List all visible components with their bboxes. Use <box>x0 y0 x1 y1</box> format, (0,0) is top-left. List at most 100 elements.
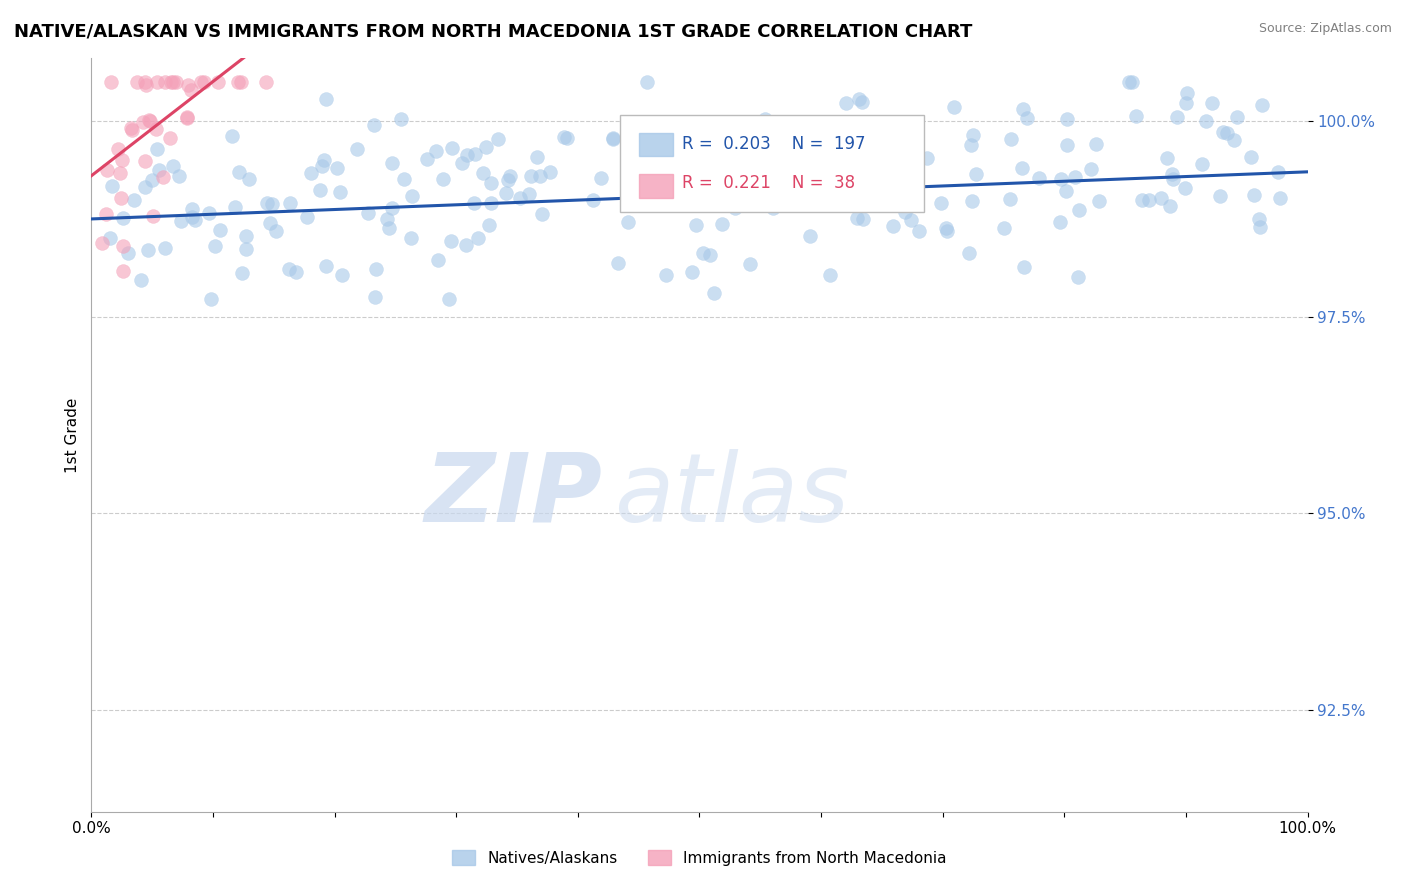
Point <box>153 241 176 255</box>
Point <box>200 292 222 306</box>
Point <box>1201 95 1223 110</box>
Point <box>710 217 733 231</box>
Point <box>101 178 124 193</box>
Point <box>682 184 704 198</box>
Point <box>808 149 831 163</box>
Y-axis label: 1st Grade: 1st Grade <box>65 397 80 473</box>
Point <box>378 221 401 235</box>
Point <box>375 211 398 226</box>
Point <box>117 246 139 260</box>
Point <box>121 123 143 137</box>
Point <box>416 153 439 167</box>
Point <box>655 268 678 283</box>
Point <box>1249 219 1271 234</box>
Point <box>724 201 747 215</box>
Point <box>176 110 198 124</box>
Point <box>617 215 640 229</box>
Point <box>1118 74 1140 88</box>
Point <box>226 74 249 88</box>
Text: Source: ZipAtlas.com: Source: ZipAtlas.com <box>1258 22 1392 36</box>
Point <box>821 142 844 156</box>
Point <box>264 224 287 238</box>
Point <box>145 74 167 88</box>
Point <box>1054 184 1077 198</box>
Point <box>486 132 509 146</box>
Point <box>797 153 820 167</box>
Point <box>129 272 152 286</box>
Point <box>848 92 870 106</box>
Point <box>499 169 522 184</box>
Point <box>602 132 624 146</box>
Point <box>364 290 387 304</box>
Point <box>517 186 540 201</box>
Point <box>134 74 156 88</box>
Point <box>495 186 517 200</box>
Point <box>111 264 134 278</box>
Point <box>636 74 658 88</box>
Point <box>915 151 938 165</box>
Point <box>162 159 184 173</box>
Point <box>846 211 869 226</box>
Point <box>467 231 489 245</box>
Point <box>238 172 260 186</box>
Point <box>108 165 131 179</box>
Point <box>135 78 157 92</box>
Point <box>1011 103 1033 117</box>
Point <box>153 74 176 88</box>
Point <box>993 220 1015 235</box>
Point <box>900 213 922 227</box>
Point <box>437 292 460 306</box>
Point <box>1011 161 1033 175</box>
Point <box>471 166 494 180</box>
Point <box>134 154 156 169</box>
Point <box>134 180 156 194</box>
Point <box>1080 162 1102 177</box>
Point <box>278 261 301 276</box>
Point <box>169 169 191 184</box>
Point <box>1226 110 1249 124</box>
Point <box>931 195 953 210</box>
Point <box>529 169 551 184</box>
Point <box>1240 150 1263 164</box>
Point <box>96 162 118 177</box>
Point <box>1249 211 1271 226</box>
Point <box>425 144 447 158</box>
Point <box>142 209 165 223</box>
Text: atlas: atlas <box>614 449 849 541</box>
Point <box>1175 87 1198 101</box>
Point <box>1050 171 1073 186</box>
Point <box>330 268 353 283</box>
Point <box>848 188 870 202</box>
Point <box>520 169 543 183</box>
Point <box>145 122 167 136</box>
Point <box>456 238 478 252</box>
Point <box>735 144 758 158</box>
Point <box>162 74 184 88</box>
Point <box>389 112 412 126</box>
Point <box>160 74 183 88</box>
Point <box>259 216 281 230</box>
Point <box>176 112 198 126</box>
Point <box>311 159 333 173</box>
Point <box>198 206 221 220</box>
Point <box>1159 198 1181 212</box>
Point <box>607 256 630 270</box>
Point <box>1166 110 1188 124</box>
Point <box>309 183 332 197</box>
Point <box>744 145 766 160</box>
Point <box>260 197 283 211</box>
Point <box>879 117 901 131</box>
Point <box>692 245 714 260</box>
Point <box>224 201 246 215</box>
FancyBboxPatch shape <box>638 174 672 198</box>
Point <box>329 186 352 200</box>
Point <box>139 114 162 128</box>
Point <box>180 202 202 216</box>
Point <box>717 180 740 194</box>
Point <box>299 165 322 179</box>
Point <box>1088 194 1111 208</box>
Point <box>862 196 884 211</box>
Point <box>208 223 231 237</box>
Point <box>1160 167 1182 181</box>
Point <box>681 265 703 279</box>
